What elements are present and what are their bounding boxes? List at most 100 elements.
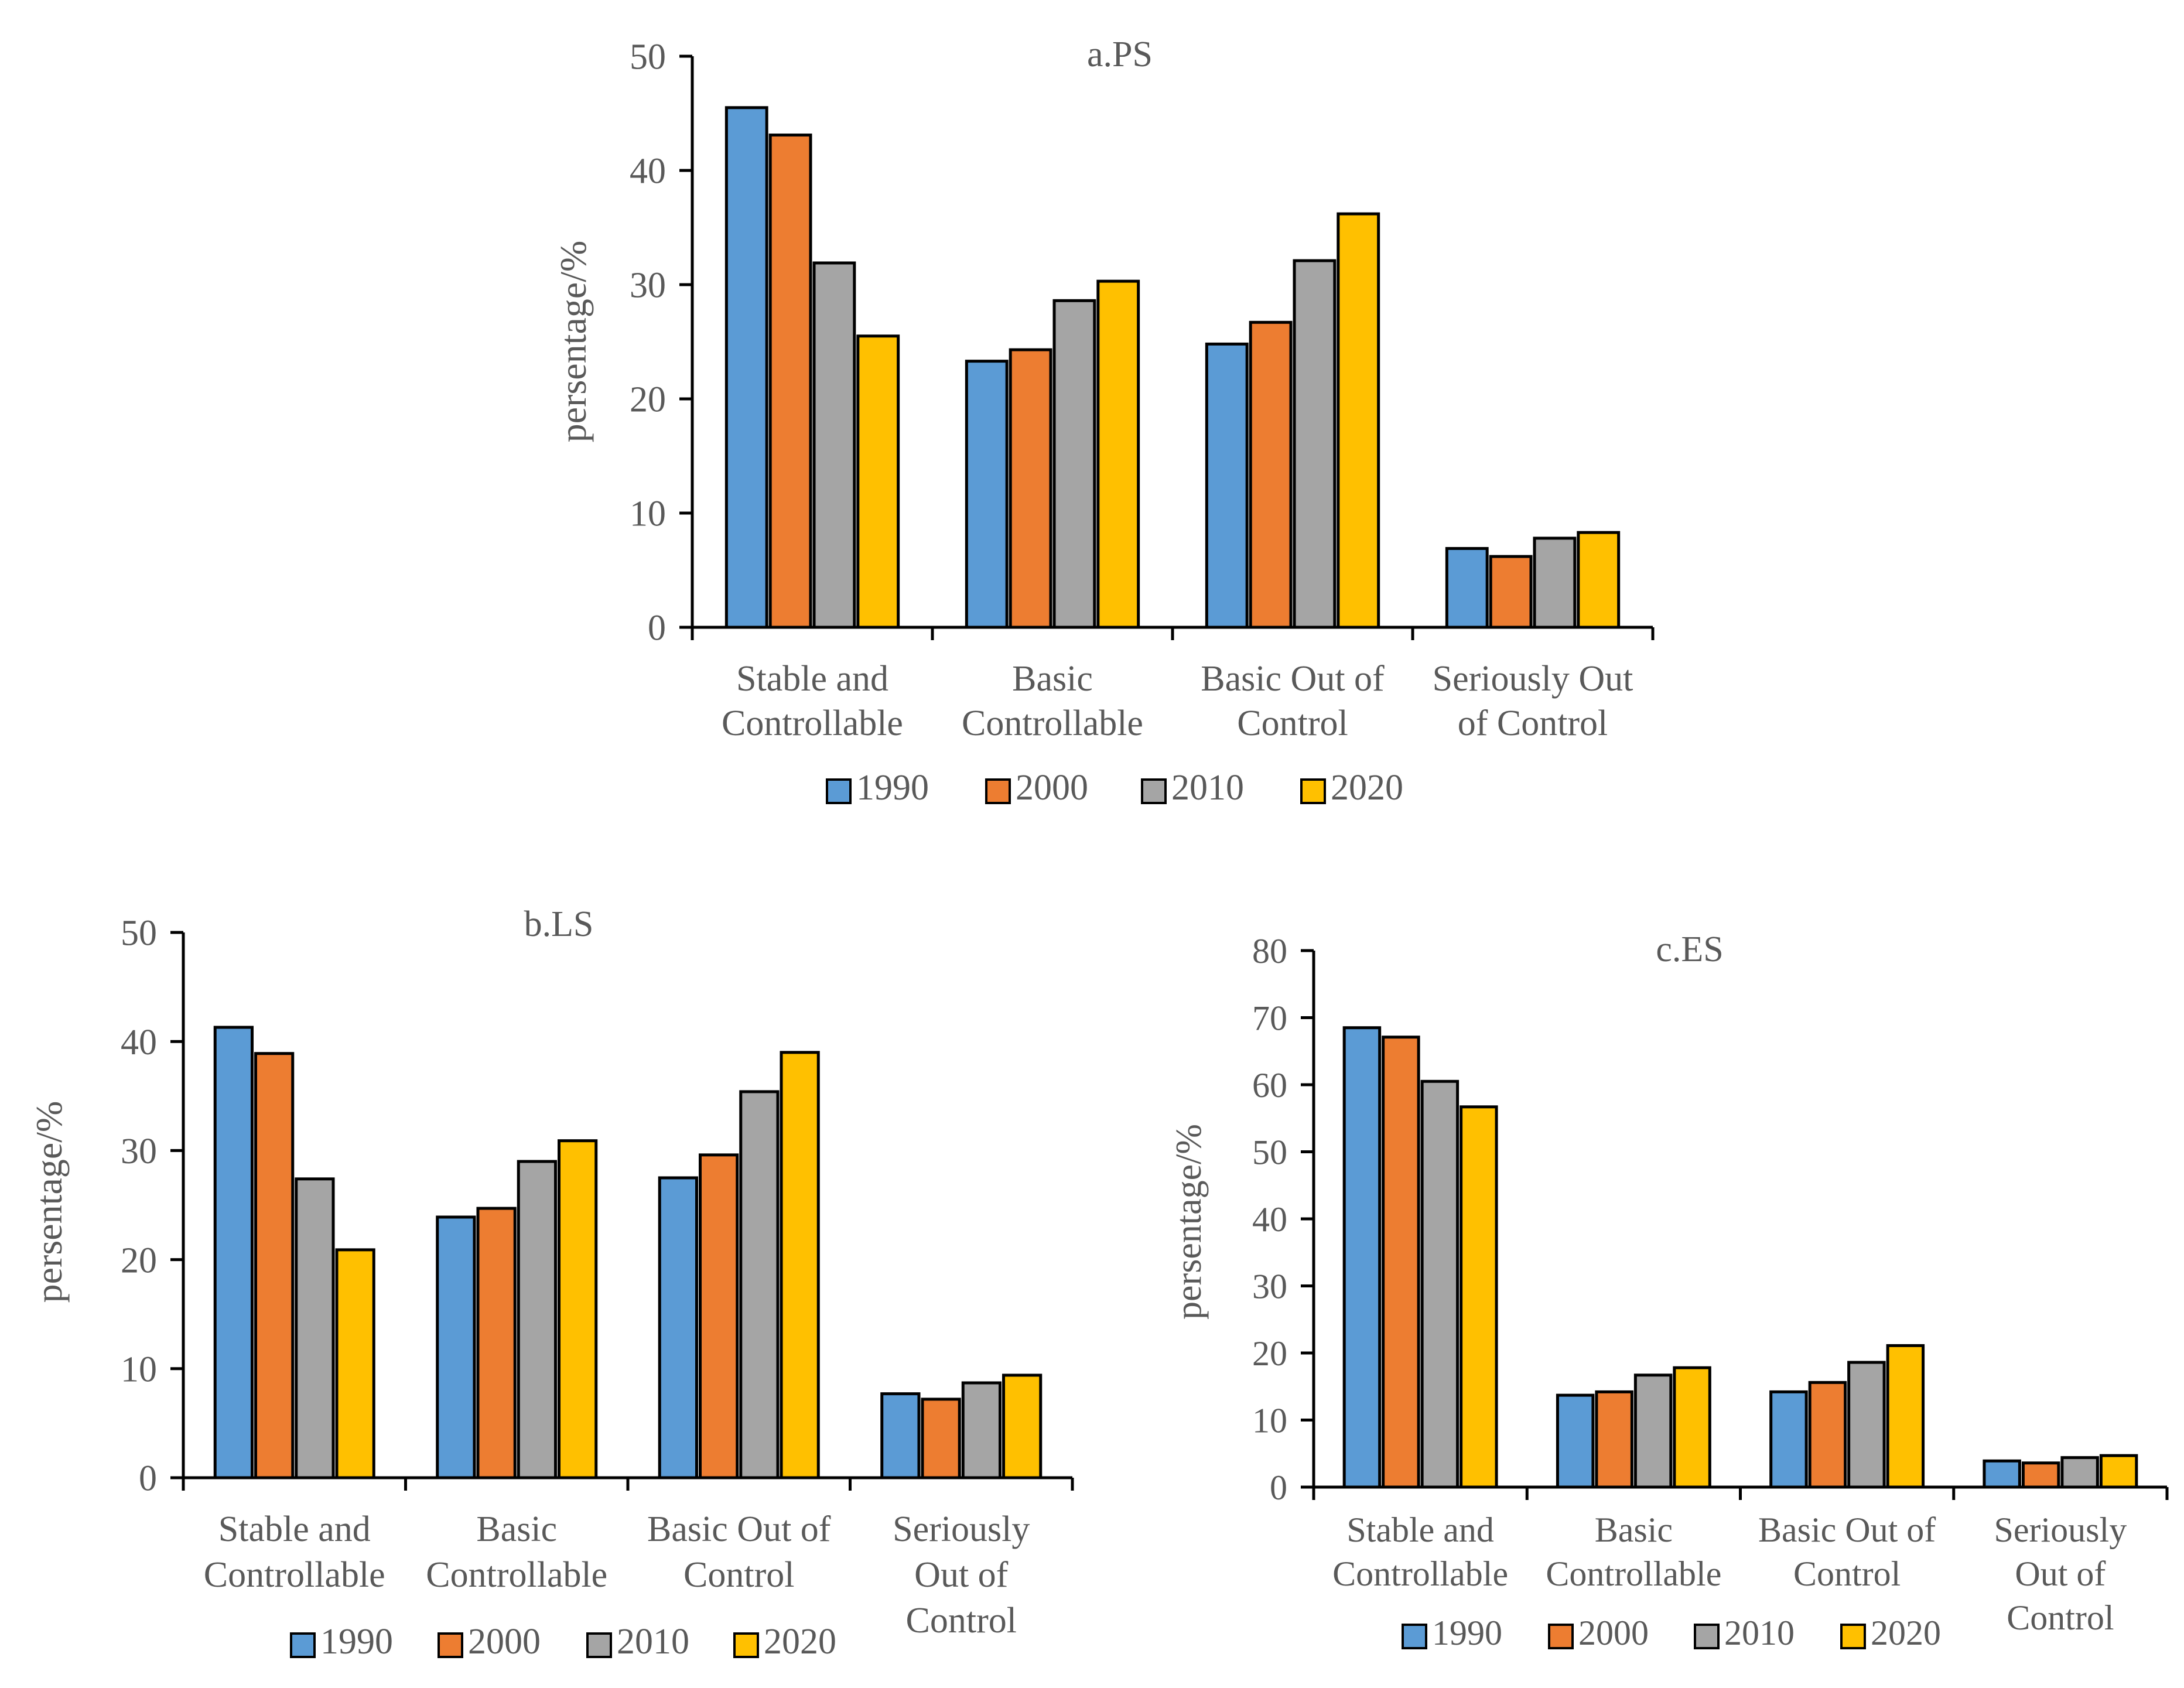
legend-swatch-1990	[826, 778, 852, 804]
bar-2000	[2021, 1461, 2060, 1489]
bar-2000	[1808, 1381, 1847, 1489]
bar-2000	[1249, 320, 1293, 629]
bar-2020	[1002, 1373, 1043, 1479]
legend-label-2010: 2010	[1724, 1614, 1795, 1652]
y-tick-label: 80	[1252, 932, 1287, 971]
legend-swatch-1990	[1402, 1624, 1427, 1649]
y-tick-label: 30	[121, 1132, 157, 1171]
x-category-label-line: Control	[906, 1601, 1017, 1641]
x-category-label: Basic Out of Control	[1758, 1511, 1936, 1593]
x-category-label-line: Basic Out of	[1201, 659, 1385, 699]
x-category-label-line: Control	[683, 1555, 794, 1595]
bar-2020	[1577, 531, 1621, 629]
bar-2010	[1293, 259, 1337, 629]
chart-title: b.LS	[524, 904, 594, 944]
bar-2020	[1886, 1344, 1925, 1489]
y-axis-label: persentage/%	[552, 241, 594, 443]
bar-2010	[2060, 1456, 2099, 1489]
y-tick-label: 50	[121, 914, 157, 954]
x-category-label-line: Basic	[1595, 1511, 1673, 1549]
bar-2020	[2099, 1454, 2138, 1489]
bar-1990	[658, 1176, 698, 1479]
y-tick-label: 0	[139, 1459, 157, 1499]
x-category-label: Seriously Out of Control	[893, 1509, 1030, 1641]
x-category-label: Basic Out of Control	[647, 1509, 831, 1595]
y-tick-label: 30	[630, 266, 666, 306]
bar-2010	[812, 261, 856, 629]
x-category-label: Stable and Controllable	[722, 659, 903, 743]
bar-2020	[780, 1051, 820, 1479]
legend-swatch-2020	[1840, 1624, 1866, 1649]
legend-swatch-2020	[733, 1632, 759, 1658]
x-category-label-line: Controllable	[722, 703, 903, 743]
x-category-label-line: Controllable	[426, 1555, 607, 1595]
bar-2000	[1489, 555, 1533, 629]
y-tick-label: 40	[121, 1023, 157, 1062]
legend-swatch-1990	[290, 1632, 316, 1658]
bar-1990	[1445, 546, 1489, 629]
bar-1990	[436, 1215, 476, 1479]
x-category-label-line: Controllable	[962, 703, 1143, 743]
y-tick-label: 60	[1252, 1066, 1287, 1105]
y-tick-label: 10	[121, 1350, 157, 1390]
legend-swatch-2020	[1300, 778, 1326, 804]
x-category-label: Seriously Out of Control	[1994, 1511, 2127, 1637]
x-category-label: Basic Controllable	[1546, 1511, 1721, 1593]
bar-1990	[213, 1026, 254, 1479]
legend-label-2010: 2010	[617, 1622, 689, 1662]
legend-label-1990: 1990	[320, 1622, 393, 1662]
x-category-label: Stable and Controllable	[1332, 1511, 1508, 1593]
x-category-label-line: Out of	[914, 1555, 1009, 1595]
x-category-label-line: Seriously	[1994, 1511, 2127, 1549]
bar-2020	[1460, 1105, 1498, 1489]
x-category-label-line: Controllable	[204, 1555, 385, 1595]
y-tick-label: 10	[630, 494, 666, 534]
x-category-label-line: Controllable	[1546, 1554, 1721, 1593]
x-category-label: Basic Controllable	[426, 1509, 607, 1595]
y-tick-label: 20	[121, 1241, 157, 1280]
bar-2010	[1847, 1361, 1886, 1489]
bar-2020	[1096, 279, 1140, 629]
bar-2000	[921, 1397, 961, 1479]
bar-2000	[1595, 1390, 1633, 1489]
bar-2010	[517, 1160, 558, 1479]
legend-label-2000: 2000	[1578, 1614, 1649, 1652]
x-category-label-line: Stable and	[218, 1509, 371, 1549]
x-category-label-line: Basic	[1012, 659, 1093, 699]
bar-2010	[1633, 1373, 1673, 1489]
legend-label-1990: 1990	[1432, 1614, 1502, 1652]
bar-1990	[880, 1392, 921, 1479]
y-tick-label: 20	[1252, 1334, 1287, 1373]
x-category-label: Seriously Out of Control	[1433, 659, 1633, 743]
bar-2010	[1533, 537, 1577, 629]
bar-2000	[698, 1153, 739, 1479]
y-axis-label: persentage/%	[28, 1101, 70, 1303]
legend-swatch-2000	[438, 1632, 463, 1658]
x-category-label-line: Control	[1237, 703, 1348, 743]
legend-swatch-2010	[586, 1632, 612, 1658]
x-category-label-line: Seriously	[893, 1509, 1030, 1549]
y-tick-label: 10	[1252, 1402, 1287, 1440]
legend-label-2010: 2010	[1171, 768, 1244, 808]
y-tick-label: 30	[1252, 1267, 1287, 1306]
legend-swatch-2010	[1694, 1624, 1720, 1649]
legend-label-2000: 2000	[468, 1622, 541, 1662]
bar-2000	[768, 134, 812, 629]
bar-2020	[856, 334, 900, 629]
bar-1990	[965, 360, 1009, 629]
bar-2010	[1420, 1079, 1460, 1489]
y-tick-label: 40	[1252, 1200, 1287, 1239]
legend-swatch-2000	[1548, 1624, 1574, 1649]
y-tick-label: 50	[630, 37, 666, 77]
x-category-label-line: Stable and	[736, 659, 888, 699]
x-category-label-line: of Control	[1458, 703, 1608, 743]
bar-1990	[1205, 342, 1249, 629]
bar-2000	[1382, 1036, 1420, 1489]
x-category-label-line: Stable and	[1346, 1511, 1494, 1549]
bar-2020	[1673, 1366, 1711, 1489]
x-category-label: Basic Out of Control	[1201, 659, 1385, 743]
x-category-label: Basic Controllable	[962, 659, 1143, 743]
x-category-label-line: Basic Out of	[1758, 1511, 1936, 1549]
